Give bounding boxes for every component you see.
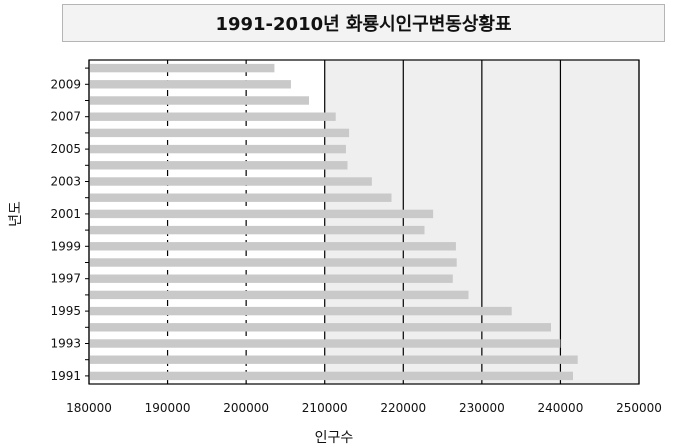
x-tick-label-240000: 240000	[538, 401, 584, 415]
bar-1992	[89, 355, 578, 364]
plot-border	[88, 59, 640, 385]
x-tick-label-190000: 190000	[145, 401, 191, 415]
y-tick-label-1999: 1999	[50, 239, 81, 253]
x-tick-label-250000: 250000	[616, 401, 662, 415]
x-tick-label-230000: 230000	[459, 401, 505, 415]
bar-1999	[89, 242, 456, 251]
bar-2003	[89, 177, 372, 186]
x-tick-label-200000: 200000	[223, 401, 269, 415]
bar-2009	[89, 80, 291, 89]
chart-title: 1991-2010년 화룡시인구변동상황표	[62, 4, 665, 42]
bar-1997	[89, 274, 453, 283]
y-tick-label-2001: 2001	[50, 207, 81, 221]
x-tick-label-210000: 210000	[302, 401, 348, 415]
y-tick-label-1997: 1997	[50, 272, 81, 286]
bar-2008	[89, 96, 309, 105]
y-tick-label-1993: 1993	[50, 337, 81, 351]
bar-1993	[89, 339, 561, 348]
x-tick-label-180000: 180000	[66, 401, 112, 415]
y-tick-label-2005: 2005	[50, 142, 81, 156]
bar-2002	[89, 193, 392, 202]
y-axis-title: 년도	[8, 201, 24, 227]
x-axis-title: 인구수	[315, 430, 354, 446]
bar-2005	[89, 144, 346, 154]
y-tick-label-2003: 2003	[50, 175, 81, 189]
bar-2006	[89, 128, 350, 138]
bar-1996	[89, 290, 469, 300]
y-tick-label-2007: 2007	[50, 110, 81, 124]
bar-1991	[89, 371, 573, 381]
y-tick-label-1995: 1995	[50, 304, 81, 318]
bar-2004	[89, 161, 348, 170]
bar-1995	[89, 306, 512, 316]
y-tick-label-1991: 1991	[50, 369, 81, 383]
bar-1998	[89, 258, 457, 267]
bar-1994	[89, 323, 551, 332]
y-tick-label-2009: 2009	[50, 77, 81, 91]
bar-2010	[89, 63, 275, 73]
bar-2001	[89, 209, 434, 219]
bar-2000	[89, 225, 425, 235]
bar-2007	[89, 112, 336, 121]
x-tick-label-220000: 220000	[380, 401, 426, 415]
